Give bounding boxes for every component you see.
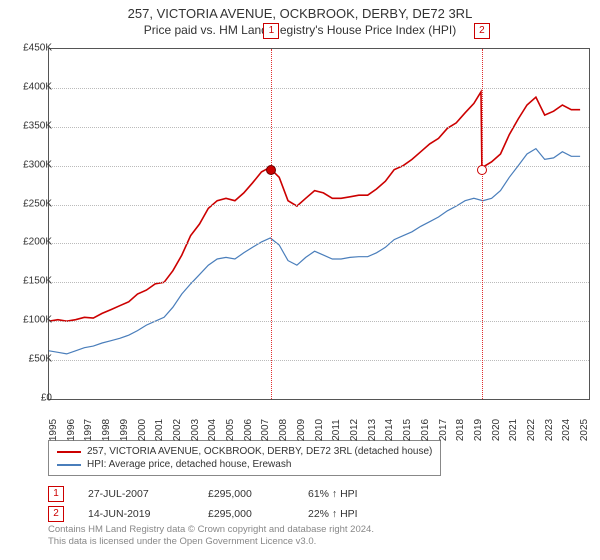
- plot-area: 12: [48, 48, 590, 400]
- marker-line-2: [482, 49, 483, 399]
- line-paths: [49, 49, 589, 399]
- sale-hpi: 22% ↑ HPI: [308, 508, 408, 520]
- series-hpi: [49, 149, 580, 354]
- sale-point-1: [266, 165, 276, 175]
- footer-note: Contains HM Land Registry data © Crown c…: [48, 524, 374, 549]
- x-axis-label: 2016: [420, 419, 431, 441]
- x-axis-label: 2008: [278, 419, 289, 441]
- x-axis-label: 1995: [48, 419, 59, 441]
- x-axis-label: 2014: [384, 419, 395, 441]
- sale-point-2: [477, 165, 487, 175]
- chart-subtitle: Price paid vs. HM Land Registry's House …: [0, 21, 600, 41]
- x-axis-label: 2007: [260, 419, 271, 441]
- gridline: [49, 88, 589, 89]
- x-axis-label: 2003: [190, 419, 201, 441]
- x-axis-label: 2015: [402, 419, 413, 441]
- y-axis-label: £150K: [8, 276, 52, 287]
- x-axis-label: 2012: [349, 419, 360, 441]
- y-axis-label: £50K: [8, 354, 52, 365]
- x-axis-label: 2025: [579, 419, 590, 441]
- x-axis-label: 2001: [154, 419, 165, 441]
- legend-swatch: [57, 451, 81, 453]
- marker-box-2: 2: [474, 23, 490, 39]
- x-axis-label: 2010: [314, 419, 325, 441]
- x-axis-label: 2004: [207, 419, 218, 441]
- y-axis-label: £300K: [8, 159, 52, 170]
- x-axis-label: 1997: [83, 419, 94, 441]
- marker-line-1: [271, 49, 272, 399]
- sale-price: £295,000: [208, 488, 308, 500]
- gridline: [49, 243, 589, 244]
- y-axis-label: £450K: [8, 43, 52, 54]
- gridline: [49, 166, 589, 167]
- x-axis-label: 2021: [508, 419, 519, 441]
- sale-hpi: 61% ↑ HPI: [308, 488, 408, 500]
- legend-label: 257, VICTORIA AVENUE, OCKBROOK, DERBY, D…: [87, 446, 432, 457]
- sale-date: 14-JUN-2019: [88, 508, 208, 520]
- chart-container: 257, VICTORIA AVENUE, OCKBROOK, DERBY, D…: [0, 0, 600, 560]
- legend-item: 257, VICTORIA AVENUE, OCKBROOK, DERBY, D…: [57, 445, 432, 458]
- y-axis-label: £250K: [8, 198, 52, 209]
- y-axis-label: £400K: [8, 81, 52, 92]
- sale-marker: 2: [48, 506, 64, 522]
- legend-swatch: [57, 464, 81, 466]
- x-axis-label: 2018: [455, 419, 466, 441]
- x-axis-label: 2023: [544, 419, 555, 441]
- x-axis-label: 2002: [172, 419, 183, 441]
- marker-box-1: 1: [263, 23, 279, 39]
- x-axis-label: 1998: [101, 419, 112, 441]
- y-axis-label: £0: [8, 393, 52, 404]
- footer-line1: Contains HM Land Registry data © Crown c…: [48, 524, 374, 536]
- x-axis-label: 2009: [296, 419, 307, 441]
- y-axis-label: £100K: [8, 315, 52, 326]
- legend-item: HPI: Average price, detached house, Erew…: [57, 458, 432, 471]
- x-axis-label: 2024: [561, 419, 572, 441]
- sales-table: 1 27-JUL-2007£295,00061% ↑ HPI 2 14-JUN-201…: [48, 484, 408, 524]
- y-axis-label: £350K: [8, 120, 52, 131]
- x-axis-label: 1999: [119, 419, 130, 441]
- gridline: [49, 321, 589, 322]
- x-axis-label: 2022: [526, 419, 537, 441]
- gridline: [49, 360, 589, 361]
- x-axis-label: 2011: [331, 419, 342, 441]
- chart-title: 257, VICTORIA AVENUE, OCKBROOK, DERBY, D…: [0, 0, 600, 21]
- footer-line2: This data is licensed under the Open Gov…: [48, 536, 374, 548]
- legend: 257, VICTORIA AVENUE, OCKBROOK, DERBY, D…: [48, 440, 441, 476]
- y-axis-label: £200K: [8, 237, 52, 248]
- legend-label: HPI: Average price, detached house, Erew…: [87, 459, 291, 470]
- gridline: [49, 127, 589, 128]
- sale-row: 2 14-JUN-2019£295,00022% ↑ HPI: [48, 504, 408, 524]
- gridline: [49, 205, 589, 206]
- x-axis-label: 2006: [243, 419, 254, 441]
- x-axis-label: 2020: [491, 419, 502, 441]
- x-axis-label: 2005: [225, 419, 236, 441]
- x-axis-label: 2017: [438, 419, 449, 441]
- gridline: [49, 282, 589, 283]
- sale-row: 1 27-JUL-2007£295,00061% ↑ HPI: [48, 484, 408, 504]
- x-axis-label: 2013: [367, 419, 378, 441]
- x-axis-label: 2019: [473, 419, 484, 441]
- x-axis-label: 1996: [66, 419, 77, 441]
- sale-marker: 1: [48, 486, 64, 502]
- sale-price: £295,000: [208, 508, 308, 520]
- x-axis-label: 2000: [137, 419, 148, 441]
- sale-date: 27-JUL-2007: [88, 488, 208, 500]
